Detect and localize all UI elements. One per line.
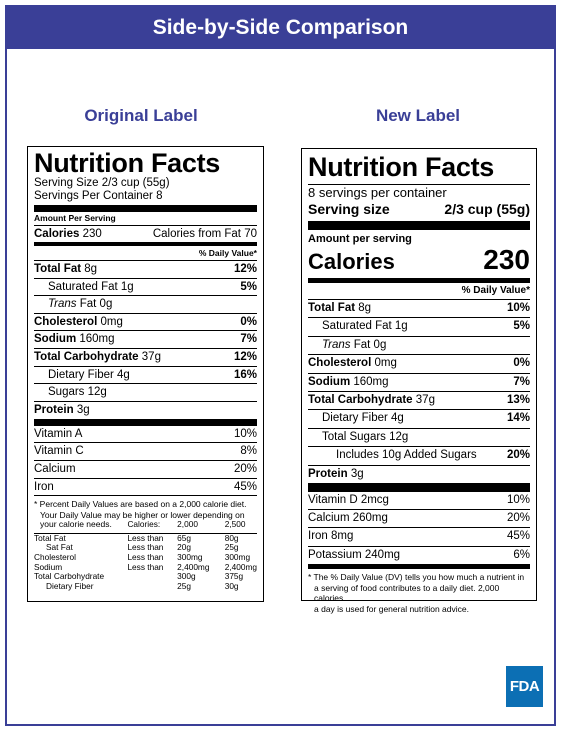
- thick-divider: [308, 482, 530, 492]
- original-servings-per-container: Servings Per Container 8: [34, 189, 163, 202]
- original-calories-value: 230: [82, 228, 102, 240]
- new-title: Nutrition Facts: [308, 152, 495, 182]
- new-calories-row: Calories 230: [308, 246, 530, 276]
- thick-divider: [34, 205, 257, 212]
- medium-divider: [308, 278, 530, 283]
- new-dietary-fiber-row: Dietary Fiber 4g 14%: [308, 410, 530, 429]
- table-row: Total Carbohydrate 300g 375g: [34, 571, 244, 582]
- new-total-fat-row: Total Fat 8g 10%: [308, 300, 530, 319]
- fda-logo: FDA: [506, 666, 543, 707]
- new-serving-size-value: 2/3 cup (55g): [444, 201, 530, 217]
- new-protein-row: Protein 3g: [308, 467, 364, 480]
- new-calories-label: Calories: [308, 249, 395, 274]
- thick-divider: [34, 418, 257, 426]
- table-row: Sat Fat Less than 20g 25g: [46, 542, 239, 553]
- new-amount-per-serving: Amount per serving: [308, 233, 412, 245]
- new-servings-per-container: 8 servings per container: [308, 184, 530, 201]
- new-serving-size-row: Serving size 2/3 cup (55g): [308, 201, 530, 218]
- new-nutrition-label: Nutrition Facts 8 servings per container…: [301, 148, 537, 614]
- new-footnote-line-1: * The % Daily Value (DV) tells you how m…: [308, 572, 525, 583]
- original-sodium-row: Sodium 160mg 7%: [34, 331, 257, 349]
- new-potassium-row: Potassium 240mg 6%: [308, 548, 530, 561]
- original-nutrition-label: Nutrition Facts Serving Size 2/3 cup (55…: [27, 146, 264, 602]
- original-dv-header: % Daily Value*: [34, 246, 257, 261]
- new-cholesterol-row: Cholesterol 0mg 0%: [308, 355, 530, 374]
- original-sugars-row: Sugars 12g: [34, 384, 257, 402]
- new-total-sugars-row: Total Sugars 12g: [308, 429, 530, 448]
- original-calcium-row: Calcium 20%: [34, 461, 257, 479]
- original-amount-per-serving: Amount Per Serving: [34, 212, 257, 226]
- original-trans-fat-row: Trans Fat 0g: [34, 296, 257, 314]
- new-dv-header: % Daily Value*: [308, 283, 530, 300]
- original-protein-row: Protein 3g: [34, 403, 90, 416]
- original-vitamin-a-row: Vitamin A 10%: [34, 426, 257, 444]
- new-sodium-row: Sodium 160mg 7%: [308, 374, 530, 393]
- new-label-heading: New Label: [375, 106, 461, 125]
- new-saturated-fat-row: Saturated Fat 1g 5%: [308, 318, 530, 337]
- original-label-heading: Original Label: [84, 106, 198, 125]
- original-calories-from-fat: Calories from Fat 70: [152, 228, 257, 240]
- original-footnote-line-1: * Percent Daily Values are based on a 2,…: [34, 499, 247, 510]
- original-iron-row: Iron 45%: [34, 479, 257, 497]
- original-total-carb-row: Total Carbohydrate 37g 12%: [34, 349, 257, 367]
- original-serving-size: Serving Size 2/3 cup (55g): [34, 177, 170, 189]
- new-footnote-line-2: a serving of food contributes to a daily…: [314, 582, 500, 604]
- original-footnote-line-2: Your Daily Value may be higher or lower …: [40, 509, 245, 520]
- table-row: Total Fat Less than 65g 80g: [34, 532, 239, 543]
- medium-divider: [308, 564, 530, 570]
- original-daily-values-table: your calorie needs. Calories: 2,000 2,50…: [34, 519, 257, 591]
- new-serving-size-label: Serving size: [308, 201, 390, 217]
- original-calories-label: Calories: [34, 228, 80, 240]
- original-title: Nutrition Facts: [34, 148, 221, 178]
- banner-title: Side-by-Side Comparison: [7, 7, 554, 49]
- original-calories-row: Calories 230 Calories from Fat 70: [34, 226, 257, 242]
- new-iron-row: Iron 8mg 45%: [308, 528, 530, 547]
- new-calories-value: 230: [483, 244, 530, 275]
- original-dietary-fiber-row: Dietary Fiber 4g 16%: [34, 367, 257, 385]
- table-row: Cholesterol Less than 300mg 300mg: [34, 551, 251, 562]
- new-vitamin-d-row: Vitamin D 2mcg 10%: [308, 492, 530, 511]
- new-calcium-row: Calcium 260mg 20%: [308, 510, 530, 529]
- original-vitamin-c-row: Vitamin C 8%: [34, 443, 257, 461]
- thick-divider: [308, 221, 530, 230]
- new-added-sugars-row: Includes 10g Added Sugars 20%: [308, 447, 530, 466]
- new-trans-fat-row: Trans Fat 0g: [308, 337, 530, 356]
- new-total-carb-row: Total Carbohydrate 37g 13%: [308, 392, 530, 411]
- new-footnote-line-3: a day is used for general nutrition advi…: [314, 603, 469, 614]
- table-row: Dietary Fiber 25g 30g: [46, 580, 239, 591]
- original-cholesterol-row: Cholesterol 0mg 0%: [34, 314, 257, 332]
- medium-divider: [34, 242, 257, 246]
- original-total-fat-row: Total Fat 8g 12%: [34, 261, 257, 279]
- table-row: Sodium Less than 2,400mg 2,400mg: [34, 561, 257, 572]
- original-saturated-fat-row: Saturated Fat 1g 5%: [34, 279, 257, 297]
- original-footnote-line-3: your calorie needs.: [40, 519, 112, 530]
